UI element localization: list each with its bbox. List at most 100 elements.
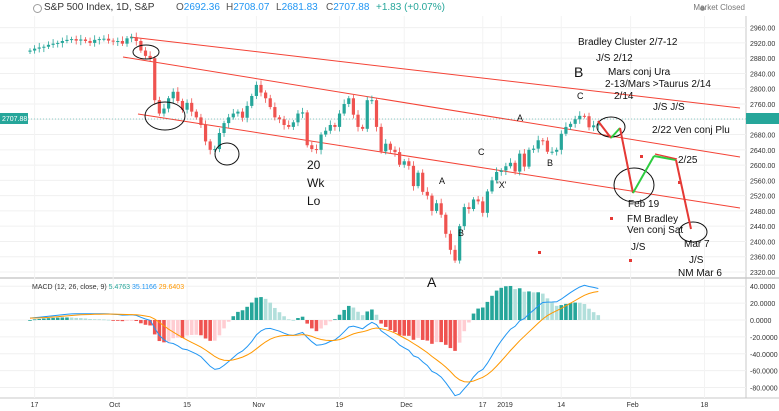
- histogram-bar: [189, 320, 194, 335]
- candle-body: [499, 170, 503, 172]
- annot-mars-ura: Mars conj Ura: [608, 67, 671, 78]
- candle-body: [203, 125, 208, 142]
- price-tick-label: 2600.00: [750, 163, 775, 170]
- projection-down-3[interactable]: [675, 159, 692, 230]
- candle-body: [134, 37, 138, 41]
- candle-body: [411, 165, 416, 187]
- histogram-bar: [527, 291, 531, 320]
- histogram-bar: [356, 311, 360, 320]
- projection-up-1[interactable]: [610, 127, 621, 139]
- projection-up-2[interactable]: [632, 155, 655, 194]
- circle-mar7[interactable]: [678, 221, 708, 243]
- candle-body: [167, 98, 171, 109]
- channel-lower-line[interactable]: [137, 113, 741, 209]
- candle-body: [596, 124, 600, 126]
- histogram-bar: [310, 320, 314, 329]
- annot-20: 20: [307, 158, 321, 172]
- channel-middle-line[interactable]: [122, 56, 741, 158]
- candle-body: [421, 172, 425, 192]
- histogram-bar: [217, 320, 222, 336]
- candle-body: [300, 112, 305, 114]
- circle-feb19[interactable]: [613, 167, 655, 203]
- histogram-bar: [305, 320, 309, 324]
- time-tick-label: 19: [336, 402, 344, 409]
- histogram-bar: [79, 318, 83, 320]
- ohlc-open: O2692.36: [176, 2, 220, 13]
- macd-legend[interactable]: MACD (12, 26, close, 9) 5.4763 35.1166 2…: [32, 284, 184, 291]
- macd-tick-label: -80.0000: [750, 386, 778, 393]
- time-tick-label: Dec: [400, 402, 413, 409]
- histogram-bar: [125, 320, 129, 321]
- projection-arrow-2-25[interactable]: [654, 153, 678, 160]
- candle-body: [97, 39, 101, 41]
- histogram-bar: [453, 320, 457, 351]
- histogram-bar: [208, 320, 212, 341]
- time-tick-label: 18: [701, 402, 709, 409]
- histogram-bar: [513, 289, 517, 320]
- candle-body: [374, 100, 379, 127]
- marker-js: [629, 259, 632, 262]
- circle-oct-low[interactable]: [144, 101, 186, 131]
- histogram-bar: [564, 303, 568, 320]
- macd-legend-macd: 35.1166: [132, 284, 157, 291]
- circle-oct-top[interactable]: [132, 44, 160, 60]
- histogram-bar: [88, 319, 92, 320]
- histogram-bar: [545, 298, 550, 320]
- macd-tick-label: -40.0000: [750, 352, 778, 359]
- histogram-bar: [134, 320, 139, 322]
- price-tick-label: 2880.00: [750, 56, 775, 63]
- histogram-bar: [370, 309, 374, 320]
- histogram-bar: [328, 320, 333, 322]
- drawn-circles[interactable]: [132, 44, 708, 243]
- candle-body: [93, 39, 97, 43]
- candle-body: [116, 41, 120, 42]
- candle-body: [74, 39, 78, 41]
- projection-lines[interactable]: [597, 120, 692, 230]
- annot-C-top: C: [577, 91, 584, 101]
- candle-body: [365, 100, 369, 129]
- projection-flat[interactable]: [653, 155, 677, 161]
- candle-body: [264, 92, 268, 99]
- histogram-bar: [434, 320, 439, 343]
- symbol-title[interactable]: S&P 500 Index, 1D, S&P: [44, 2, 155, 13]
- histogram-bar: [226, 320, 231, 322]
- candle-body: [185, 102, 189, 110]
- histogram-bar: [522, 291, 527, 320]
- candle-body: [398, 152, 402, 165]
- price-tick-label: 2800.00: [750, 87, 775, 94]
- channel-upper-line[interactable]: [129, 36, 741, 109]
- time-tick-label: 17: [479, 402, 487, 409]
- candle-body: [28, 50, 32, 52]
- histogram-bar: [393, 320, 397, 332]
- histogram-bar: [430, 320, 434, 344]
- histogram-bar: [596, 315, 601, 320]
- annot-nm-mar6: NM Mar 6: [678, 268, 722, 279]
- candle-body: [88, 41, 92, 43]
- circle-nov-low[interactable]: [214, 142, 240, 166]
- candle-body: [518, 153, 522, 172]
- candle-body: [541, 140, 545, 142]
- candle-body: [337, 113, 342, 127]
- projection-down-2[interactable]: [619, 127, 634, 194]
- histogram-bar: [296, 318, 300, 320]
- histogram-bar: [42, 318, 46, 320]
- candle-body: [227, 117, 231, 124]
- candle-body: [319, 134, 323, 150]
- histogram-bar: [213, 320, 217, 341]
- candle-body: [153, 58, 157, 101]
- annot-js-js: J/S J/S: [653, 102, 685, 113]
- candle-body: [125, 38, 129, 44]
- histogram-bar: [480, 307, 485, 320]
- projection-down-1[interactable]: [597, 120, 612, 139]
- price-tick-label: 2440.00: [750, 224, 775, 231]
- histogram-bar: [51, 317, 55, 320]
- time-tick-label: Oct: [109, 402, 120, 409]
- channel-lines[interactable]: [122, 36, 741, 209]
- price-tag-left-text: 2707.88: [2, 116, 27, 123]
- annot-B-up2: B: [547, 158, 553, 168]
- histogram-bar: [46, 318, 51, 320]
- histogram-bar: [37, 318, 42, 320]
- signal-line: [29, 291, 599, 383]
- candle-body: [587, 116, 591, 128]
